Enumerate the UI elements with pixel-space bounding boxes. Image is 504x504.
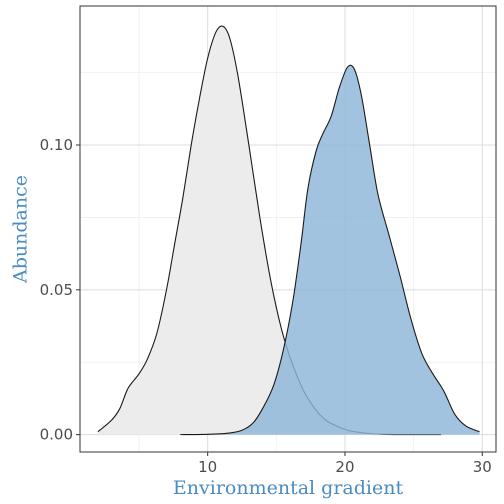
y-tick-label: 0.05 bbox=[40, 281, 73, 299]
x-axis-title: Environmental gradient bbox=[173, 477, 404, 499]
density-area-outline-2 bbox=[180, 64, 480, 436]
y-tick-label: 0.00 bbox=[40, 426, 73, 444]
y-tick-label: 0.10 bbox=[40, 136, 73, 154]
axis-ticks: 10 20 30 0.00 0.05 0.10 bbox=[40, 136, 492, 476]
density-area-fill-2 bbox=[180, 65, 480, 435]
x-tick-label: 20 bbox=[335, 458, 354, 476]
density-areas bbox=[97, 25, 480, 436]
plot-panel-border bbox=[79, 5, 497, 453]
x-tick-label: 10 bbox=[198, 458, 217, 476]
y-axis-title: Abundance bbox=[10, 175, 32, 284]
x-tick-label: 30 bbox=[473, 458, 492, 476]
density-area-fill-1 bbox=[97, 25, 442, 435]
